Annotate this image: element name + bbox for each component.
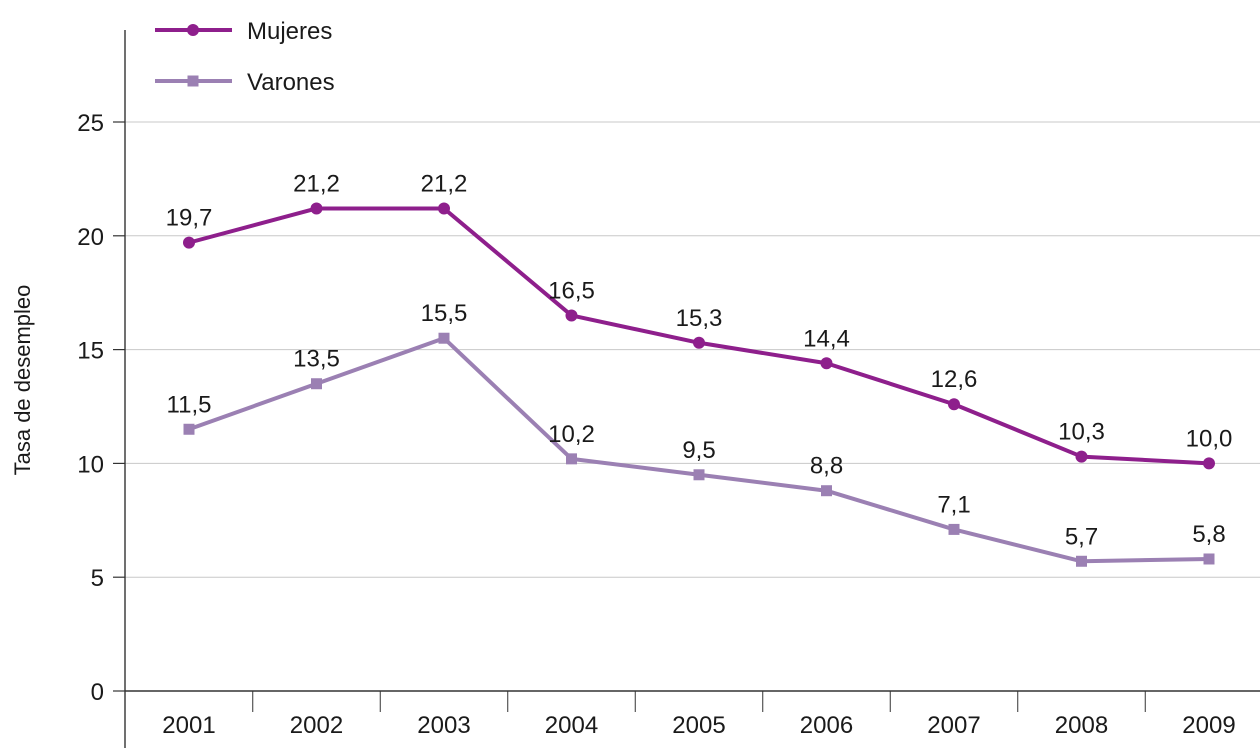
x-tick-label: 2008 (1055, 712, 1108, 739)
data-label: 15,5 (421, 300, 468, 327)
y-axis-title: Tasa de desempleo (10, 285, 35, 476)
data-label: 15,3 (676, 305, 723, 332)
y-tick-label: 0 (91, 679, 104, 706)
data-point (565, 309, 578, 322)
legend-marker (187, 24, 199, 36)
data-point (693, 469, 705, 481)
y-tick-label: 25 (77, 110, 104, 137)
y-tick-label: 15 (77, 338, 104, 365)
data-labels: 19,7 21,2 21,2 16,5 15,3 14,4 12,6 10,3 10,0 11,5… (166, 170, 1233, 550)
x-tick-label: 2005 (672, 712, 725, 739)
data-point (1076, 555, 1087, 567)
data-point (183, 423, 195, 435)
x-tick-label: 2002 (290, 712, 343, 739)
data-point (820, 357, 833, 370)
data-point (693, 336, 705, 349)
data-label: 19,7 (166, 205, 213, 232)
data-label: 14,4 (803, 325, 850, 352)
x-tick-label: 2009 (1182, 712, 1235, 739)
legend-label-mujeres: Mujeres (247, 18, 332, 45)
data-label: 10,0 (1186, 425, 1233, 452)
x-tick-label: 2006 (800, 712, 853, 739)
grid-lines (125, 121, 1260, 578)
data-label: 21,2 (293, 170, 340, 197)
data-point (821, 485, 832, 497)
legend-marker (187, 75, 199, 87)
x-tick-label: 2007 (927, 712, 980, 739)
data-point (948, 398, 960, 411)
y-tick-label: 20 (77, 224, 104, 251)
data-point (438, 332, 450, 344)
data-label: 12,6 (931, 366, 978, 393)
data-point (438, 202, 450, 215)
data-label: 21,2 (421, 170, 468, 197)
data-point (566, 453, 577, 465)
x-tick-label: 2001 (162, 712, 215, 739)
legend-label-varones: Varones (247, 69, 335, 96)
data-point (310, 202, 323, 215)
data-label: 5,8 (1192, 521, 1225, 548)
x-tick-label: 2004 (545, 712, 598, 739)
x-tick-label: 2003 (417, 712, 470, 739)
data-label: 7,1 (937, 491, 970, 518)
y-tick-label: 5 (91, 565, 104, 592)
data-label: 10,3 (1058, 419, 1105, 446)
data-label: 16,5 (548, 277, 595, 304)
data-label: 9,5 (682, 437, 715, 464)
y-tick-label: 10 (77, 451, 104, 478)
data-label: 10,2 (548, 421, 595, 448)
data-point (1203, 457, 1215, 470)
axes: 0 5 10 15 20 25 2001 2002 2003 2004 2005 2006 2007 20… (77, 30, 1260, 748)
data-point (1075, 450, 1088, 463)
data-label: 13,5 (293, 346, 340, 373)
data-point (311, 378, 322, 390)
data-point (183, 236, 195, 249)
data-label: 8,8 (810, 453, 843, 480)
series-line-mujeres (188, 206, 1210, 466)
data-label: 5,7 (1065, 523, 1098, 550)
data-point (1203, 553, 1215, 565)
data-point (948, 523, 960, 535)
data-label: 11,5 (167, 391, 212, 418)
series-lines (183, 202, 1215, 567)
legend: Mujeres Varones (155, 18, 335, 96)
